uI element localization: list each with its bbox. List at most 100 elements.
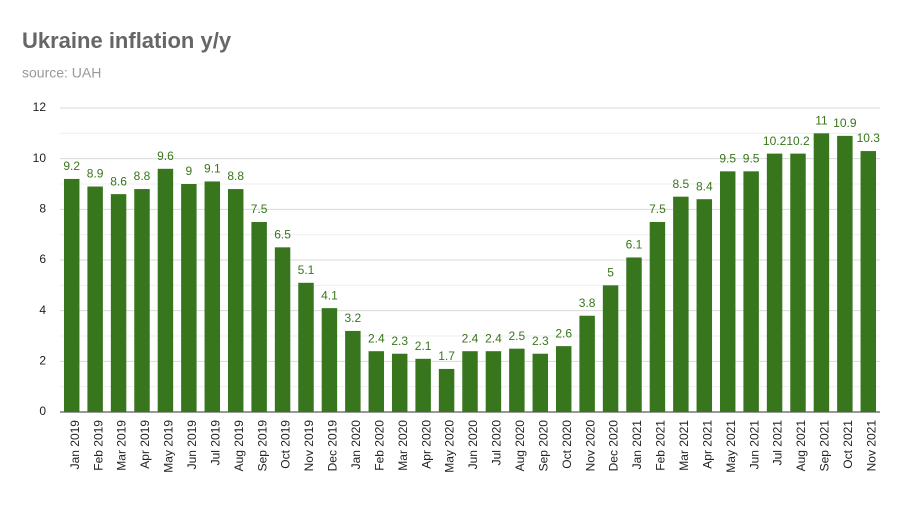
y-tick-label: 2 bbox=[39, 354, 46, 368]
bar bbox=[87, 186, 103, 412]
x-tick-label: Jun 2021 bbox=[747, 420, 761, 470]
value-label: 7.5 bbox=[649, 202, 666, 216]
x-tick-label: Oct 2019 bbox=[279, 420, 293, 469]
x-tick-label: Jul 2021 bbox=[771, 420, 785, 466]
bar bbox=[532, 353, 549, 412]
x-tick-label: May 2019 bbox=[162, 420, 176, 473]
value-label: 11 bbox=[815, 114, 828, 128]
value-label: 9.6 bbox=[157, 149, 174, 163]
y-tick-label: 6 bbox=[39, 252, 46, 266]
bar bbox=[626, 257, 642, 412]
x-tick-label: Nov 2020 bbox=[583, 420, 597, 472]
value-label: 3.2 bbox=[345, 311, 362, 325]
value-label: 9.1 bbox=[204, 162, 221, 176]
x-tick-label: Oct 2020 bbox=[560, 420, 574, 469]
bar bbox=[579, 315, 595, 412]
x-tick-label: Feb 2020 bbox=[372, 420, 386, 471]
x-tick-label: Aug 2019 bbox=[232, 420, 246, 472]
bar bbox=[860, 151, 877, 413]
bar bbox=[509, 348, 525, 412]
x-tick-label: Apr 2021 bbox=[700, 420, 714, 469]
y-tick-label: 12 bbox=[33, 100, 47, 114]
y-tick-label: 4 bbox=[39, 303, 46, 317]
bar bbox=[110, 194, 127, 412]
bar bbox=[134, 189, 150, 412]
value-label: 3.8 bbox=[579, 296, 596, 310]
value-label: 2.3 bbox=[532, 334, 549, 348]
x-tick-label: Oct 2021 bbox=[841, 420, 855, 469]
bar bbox=[696, 199, 713, 412]
x-tick-label: Jun 2019 bbox=[185, 420, 199, 470]
bar bbox=[790, 153, 806, 412]
bar bbox=[719, 171, 736, 412]
x-tick-label: Mar 2019 bbox=[115, 420, 129, 471]
value-label: 10.3 bbox=[857, 131, 881, 145]
bar bbox=[181, 184, 197, 412]
value-label: 9.5 bbox=[719, 152, 736, 166]
bar bbox=[321, 308, 338, 412]
bar bbox=[251, 222, 267, 412]
x-tick-label: Apr 2020 bbox=[419, 420, 433, 469]
x-tick-label: Sep 2021 bbox=[818, 420, 832, 472]
x-tick-label: Sep 2020 bbox=[536, 420, 550, 472]
x-tick-label: Apr 2019 bbox=[138, 420, 152, 469]
bar bbox=[485, 351, 502, 412]
bar bbox=[368, 351, 385, 412]
value-label: 1.7 bbox=[438, 349, 455, 363]
bar bbox=[649, 222, 666, 412]
value-label: 10.2 bbox=[763, 134, 787, 148]
x-tick-label: Jun 2020 bbox=[466, 420, 480, 470]
x-tick-label: Nov 2021 bbox=[864, 420, 878, 472]
bar bbox=[157, 168, 174, 412]
chart-title: Ukraine inflation y/y bbox=[22, 28, 232, 53]
value-label: 9.5 bbox=[743, 152, 760, 166]
bar bbox=[391, 353, 408, 412]
x-tick-label: May 2021 bbox=[724, 420, 738, 473]
x-tick-label: Jul 2019 bbox=[208, 420, 222, 466]
x-tick-label: Aug 2021 bbox=[794, 420, 808, 472]
x-tick-label: Aug 2020 bbox=[513, 420, 527, 472]
bar bbox=[743, 171, 759, 412]
bar bbox=[438, 368, 455, 412]
value-label: 2.5 bbox=[509, 329, 526, 343]
y-tick-label: 10 bbox=[33, 151, 47, 165]
bar bbox=[63, 178, 80, 412]
value-label: 7.5 bbox=[251, 202, 268, 216]
value-label: 8.5 bbox=[673, 177, 690, 191]
bar bbox=[837, 135, 853, 412]
x-tick-label: Mar 2021 bbox=[677, 420, 691, 471]
chart-subtitle: source: UAH bbox=[22, 65, 101, 81]
x-tick-label: May 2020 bbox=[443, 420, 457, 473]
value-label: 6.5 bbox=[274, 228, 291, 242]
x-tick-label: Feb 2021 bbox=[654, 420, 668, 471]
value-label: 2.6 bbox=[555, 326, 572, 340]
bar bbox=[227, 189, 244, 412]
value-label: 2.3 bbox=[391, 334, 408, 348]
bar bbox=[274, 247, 291, 412]
bar bbox=[298, 282, 314, 412]
value-label: 6.1 bbox=[626, 238, 643, 252]
value-label: 8.8 bbox=[134, 169, 151, 183]
value-label: 10.9 bbox=[833, 116, 857, 130]
bar bbox=[673, 196, 689, 412]
bar bbox=[766, 153, 783, 412]
value-label: 9.2 bbox=[63, 159, 80, 173]
bar bbox=[462, 351, 478, 412]
bar bbox=[813, 133, 830, 413]
y-tick-label: 8 bbox=[39, 202, 46, 216]
x-tick-label: Dec 2020 bbox=[607, 420, 621, 472]
value-label: 8.6 bbox=[110, 174, 127, 188]
value-label: 5.1 bbox=[298, 263, 315, 277]
x-tick-label: Jan 2019 bbox=[68, 420, 82, 470]
x-tick-label: Sep 2019 bbox=[255, 420, 269, 472]
x-tick-label: Jan 2020 bbox=[349, 420, 363, 470]
value-label: 8.8 bbox=[227, 169, 244, 183]
x-tick-label: Dec 2019 bbox=[326, 420, 340, 472]
value-label: 9 bbox=[186, 164, 193, 178]
bar bbox=[204, 181, 221, 412]
x-tick-label: Nov 2019 bbox=[302, 420, 316, 472]
x-tick-label: Jul 2020 bbox=[490, 420, 504, 466]
bar bbox=[602, 285, 619, 412]
value-label: 2.4 bbox=[462, 331, 479, 345]
